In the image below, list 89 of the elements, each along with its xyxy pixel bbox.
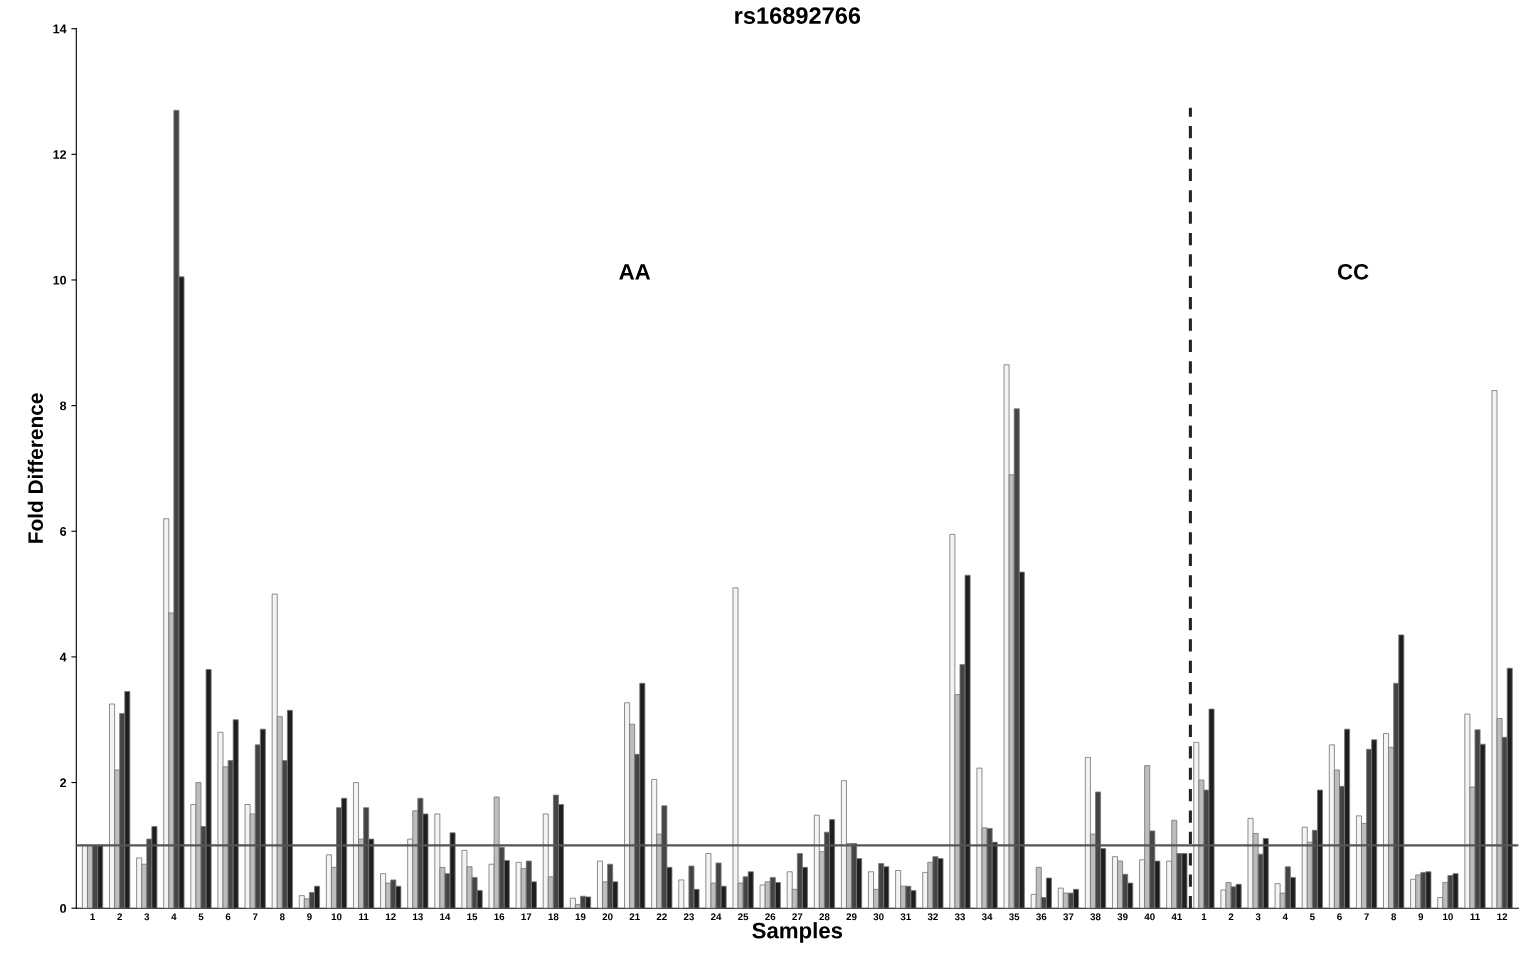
x-tick-label: 8 — [279, 913, 285, 921]
x-tick-label: 19 — [575, 913, 586, 921]
bar — [949, 533, 956, 909]
bar — [840, 780, 847, 909]
x-tick-label: 2 — [117, 913, 122, 921]
x-tick-label: 23 — [683, 913, 694, 921]
x-tick-label: 26 — [765, 913, 776, 921]
x-tick-label: 34 — [981, 913, 993, 921]
x-tick-label: 3 — [1255, 913, 1261, 921]
x-tick-label: 6 — [225, 913, 231, 921]
y-tick-label: 4 — [59, 652, 67, 662]
y-tick-label: 14 — [53, 24, 67, 34]
x-tick-label: 27 — [792, 913, 803, 921]
bar — [1274, 883, 1281, 909]
x-tick-label: 9 — [307, 913, 312, 921]
bar — [569, 897, 576, 909]
x-tick-label: 12 — [1497, 913, 1508, 921]
x-tick-label: 21 — [629, 913, 640, 921]
bar — [651, 778, 658, 909]
y-axis-title: Fold Difference — [27, 393, 43, 543]
x-tick-label: 12 — [385, 913, 396, 921]
x-tick-label: 20 — [602, 913, 613, 921]
bar — [259, 728, 266, 909]
x-tick-label: 35 — [1009, 913, 1020, 921]
x-tick-label: 41 — [1171, 913, 1182, 921]
bar — [868, 871, 874, 909]
x-tick-label: 39 — [1117, 913, 1128, 921]
bar — [678, 879, 685, 909]
x-tick-label: 38 — [1090, 913, 1101, 921]
y-tick-label: 6 — [60, 527, 67, 536]
x-tick-label: 4 — [171, 913, 177, 921]
bar — [1003, 364, 1010, 909]
annotation: AA — [619, 264, 651, 280]
x-tick-label: 1 — [90, 913, 95, 921]
bar — [895, 870, 902, 909]
x-tick-label: 25 — [738, 913, 749, 921]
chart-title: rs16892766 — [735, 7, 861, 25]
bar — [1045, 877, 1052, 909]
x-tick-label: 11 — [359, 913, 369, 921]
y-tick-label: 0 — [60, 904, 67, 913]
x-tick-label: 5 — [198, 913, 204, 921]
y-tick-label: 10 — [53, 275, 67, 285]
bar — [597, 860, 603, 909]
x-tick-label: 17 — [521, 913, 532, 921]
y-tick-label: 2 — [60, 778, 67, 788]
x-tick-label: 7 — [1364, 913, 1369, 921]
x-tick-label: 7 — [252, 913, 258, 921]
bar — [286, 709, 293, 909]
x-tick-label: 16 — [494, 913, 505, 921]
annotation: CC — [1337, 263, 1369, 280]
x-tick-label: 10 — [331, 913, 342, 921]
x-tick-label: 14 — [440, 913, 451, 921]
x-tick-label: 40 — [1144, 913, 1155, 921]
bar — [542, 813, 549, 909]
bar — [515, 861, 522, 909]
x-tick-label: 33 — [954, 913, 966, 921]
bar — [1464, 713, 1471, 909]
x-tick-label: 30 — [873, 913, 884, 921]
x-tick-label: 22 — [656, 913, 667, 921]
x-tick-label: 1 — [1201, 913, 1207, 921]
x-tick-label: 9 — [1418, 913, 1424, 921]
x-tick-label: 28 — [819, 913, 830, 921]
x-tick-label: 18 — [548, 913, 559, 921]
bar — [1057, 887, 1064, 909]
x-tick-label: 6 — [1337, 913, 1342, 921]
x-tick-label: 2 — [1228, 913, 1234, 921]
x-axis-title: Samples — [752, 922, 843, 943]
x-tick-label: 8 — [1391, 913, 1397, 921]
bar — [732, 587, 739, 909]
x-tick-label: 29 — [846, 913, 857, 921]
x-tick-label: 32 — [927, 913, 938, 921]
x-tick-label: 5 — [1309, 913, 1315, 921]
bar — [217, 731, 224, 909]
bar — [705, 853, 712, 909]
x-tick-label: 36 — [1036, 913, 1047, 921]
x-tick-label: 24 — [710, 913, 722, 921]
x-tick-label: 11 — [1470, 913, 1480, 921]
x-tick-label: 13 — [413, 913, 423, 921]
x-tick-label: 37 — [1063, 913, 1074, 921]
x-tick-label: 3 — [144, 913, 150, 921]
bar — [1084, 757, 1091, 909]
bar — [353, 782, 359, 909]
bar — [786, 871, 793, 909]
y-tick-label: 12 — [53, 150, 67, 159]
x-tick-label: 10 — [1443, 913, 1453, 921]
x-tick-label: 15 — [467, 913, 478, 921]
x-tick-label: 31 — [900, 913, 911, 921]
x-tick-label: 4 — [1282, 913, 1288, 921]
y-tick-label: 8 — [60, 401, 67, 411]
